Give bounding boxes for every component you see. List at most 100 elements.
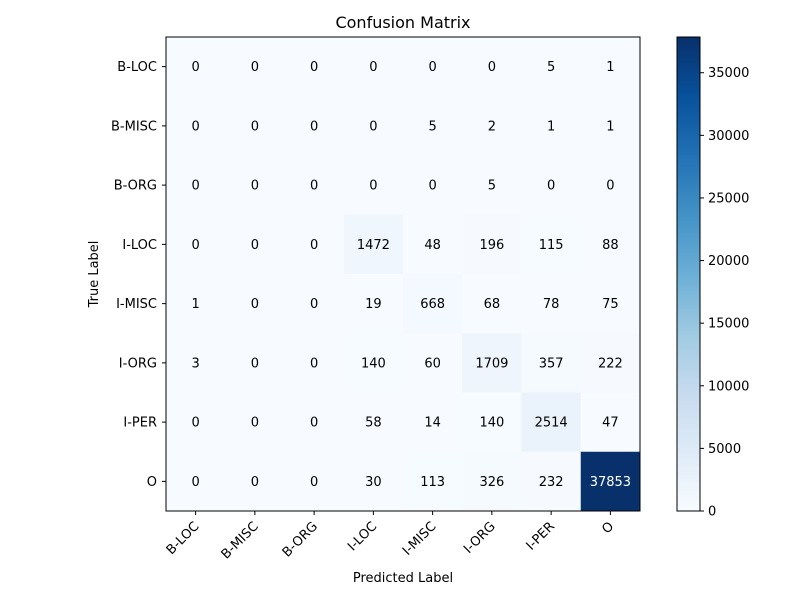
cell-value-label: 5	[547, 60, 555, 75]
cell-value-label: 88	[602, 238, 619, 253]
y-tick-label: B-MISC	[111, 119, 157, 134]
heatmap-cell	[580, 451, 641, 512]
heatmap-cell	[462, 96, 522, 156]
colorbar-tick-label: 20000	[708, 254, 749, 269]
heatmap-cell	[284, 274, 345, 334]
heatmap-cell	[462, 333, 522, 393]
heatmap-cell	[343, 214, 404, 275]
x-tick-label: B-LOC	[164, 519, 203, 558]
heatmap-cell	[225, 96, 285, 156]
heatmap-cell	[462, 155, 522, 216]
y-tick-label: O	[147, 475, 157, 490]
heatmap-cell	[225, 214, 285, 275]
colorbar-ticks: 0 5000 10000 15000 20000 25000 30000 35000	[700, 66, 749, 520]
heatmap-cell	[580, 214, 641, 275]
heatmap-cell	[403, 214, 463, 275]
colorbar-tick-label: 5000	[708, 442, 741, 457]
cell-value-label: 1	[606, 60, 614, 75]
heatmap-cell	[580, 155, 641, 216]
heatmap-cell	[521, 37, 582, 97]
heatmap-cell	[462, 392, 522, 453]
cell-value-label: 5	[488, 179, 496, 194]
colorbar-tick-label: 0	[708, 505, 716, 520]
heatmap-cell	[403, 392, 463, 453]
x-axis-label: Predicted Label	[353, 571, 453, 586]
cell-value-label: 30	[365, 475, 382, 490]
cell-value-label: 222	[598, 356, 623, 371]
cell-value-label: 0	[310, 179, 318, 194]
plot-frame	[165, 36, 641, 512]
heatmap-cell	[521, 274, 582, 334]
heatmap-cell	[462, 451, 522, 512]
heatmap-cell	[166, 451, 226, 512]
cell-value-label: 75	[602, 297, 619, 312]
heatmap-cell	[284, 37, 345, 97]
cell-value-label: 0	[310, 416, 318, 431]
x-tick-label: I-MISC	[400, 519, 440, 559]
y-tick-label: B-LOC	[117, 60, 157, 75]
heatmap-cell	[343, 96, 404, 156]
cell-value-label: 60	[424, 356, 441, 371]
heatmap-cell	[580, 96, 641, 156]
cell-value-label: 357	[539, 356, 564, 371]
y-tick-label: I-ORG	[119, 356, 157, 371]
cell-value-label: 0	[191, 475, 199, 490]
y-tick-label: I-MISC	[116, 297, 157, 312]
cell-value-label: 37853	[590, 475, 631, 490]
heatmap-cell	[225, 155, 285, 216]
cell-value-label: 140	[479, 416, 504, 431]
y-tick-label: I-LOC	[122, 238, 157, 253]
cell-value-label: 1	[191, 297, 199, 312]
cell-value-label: 0	[310, 297, 318, 312]
x-tick-label: B-ORG	[280, 519, 321, 560]
cell-value-label: 5	[428, 119, 436, 134]
heatmap-cell	[166, 274, 226, 334]
cell-value-label: 0	[191, 238, 199, 253]
heatmap-cell	[521, 214, 582, 275]
cell-value-label: 2514	[535, 416, 568, 431]
heatmap-cell	[521, 392, 582, 453]
heatmap-cell	[225, 451, 285, 512]
cell-value-label: 0	[251, 119, 259, 134]
colorbar-tick-label: 15000	[708, 317, 749, 332]
x-tick-label: I-PER	[524, 519, 558, 553]
cell-value-label: 0	[369, 179, 377, 194]
cell-value-label: 0	[191, 416, 199, 431]
cell-value-label: 48	[424, 238, 441, 253]
cell-value-label: 58	[365, 416, 382, 431]
colorbar	[676, 36, 701, 512]
heatmap-cell	[225, 392, 285, 453]
cell-value-label: 0	[428, 179, 436, 194]
colorbar-tick-label: 10000	[708, 379, 749, 394]
cell-value-label: 0	[251, 416, 259, 431]
heatmap-cell	[166, 155, 226, 216]
cell-value-label: 140	[361, 356, 386, 371]
heatmap-cell	[580, 333, 641, 393]
heatmap-cell	[343, 392, 404, 453]
heatmap-cell	[403, 451, 463, 512]
cell-value-label: 0	[310, 475, 318, 490]
heatmap-cell	[225, 333, 285, 393]
heatmap-cell	[521, 155, 582, 216]
cell-value-label: 47	[602, 416, 619, 431]
cell-value-label: 0	[191, 119, 199, 134]
x-axis-ticks: B-LOC B-MISC B-ORG I-LOC I-MISC I-ORG I-PER O	[164, 511, 617, 562]
cell-value-label: 0	[606, 179, 614, 194]
cell-value-label: 232	[539, 475, 564, 490]
colorbar-tick-label: 30000	[708, 129, 749, 144]
cell-value-label: 0	[428, 60, 436, 75]
heatmap-cell	[403, 37, 463, 97]
cell-value-label: 1472	[357, 238, 390, 253]
x-tick-label: O	[599, 519, 617, 537]
cell-value-label: 115	[539, 238, 564, 253]
cell-value-label: 0	[251, 238, 259, 253]
heatmap-cell	[284, 155, 345, 216]
cell-value-label: 668	[420, 297, 445, 312]
y-axis-ticks: B-LOC B-MISC B-ORG I-LOC I-MISC I-ORG I-PER O	[111, 60, 166, 490]
y-tick-label: I-PER	[123, 416, 157, 431]
heatmap-cell	[343, 451, 404, 512]
heatmap-cell	[225, 37, 285, 97]
cell-value-label: 3	[191, 356, 199, 371]
cell-value-label: 0	[251, 60, 259, 75]
